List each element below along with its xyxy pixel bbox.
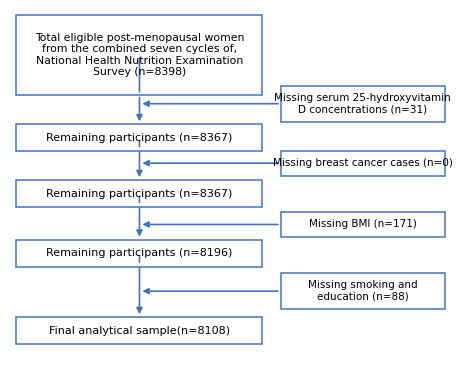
Text: Missing BMI (n=171): Missing BMI (n=171) xyxy=(309,220,417,229)
FancyBboxPatch shape xyxy=(281,273,445,309)
Text: Total eligible post-menopausal women
from the combined seven cycles of,
National: Total eligible post-menopausal women fro… xyxy=(35,33,244,78)
Text: Missing smoking and
education (n=88): Missing smoking and education (n=88) xyxy=(308,280,418,302)
FancyBboxPatch shape xyxy=(17,240,263,267)
FancyBboxPatch shape xyxy=(281,86,445,122)
Text: Missing breast cancer cases (n=0): Missing breast cancer cases (n=0) xyxy=(273,158,453,168)
FancyBboxPatch shape xyxy=(281,212,445,237)
FancyBboxPatch shape xyxy=(17,15,263,95)
Text: Remaining participants (n=8367): Remaining participants (n=8367) xyxy=(46,133,233,143)
Text: Final analytical sample(n=8108): Final analytical sample(n=8108) xyxy=(49,326,230,336)
Text: Remaining participants (n=8196): Remaining participants (n=8196) xyxy=(46,248,233,258)
FancyBboxPatch shape xyxy=(281,150,445,176)
Text: Remaining participants (n=8367): Remaining participants (n=8367) xyxy=(46,189,233,199)
FancyBboxPatch shape xyxy=(17,180,263,207)
FancyBboxPatch shape xyxy=(17,317,263,344)
Text: Missing serum 25-hydroxyvitamin
D concentrations (n=31): Missing serum 25-hydroxyvitamin D concen… xyxy=(274,93,451,115)
FancyBboxPatch shape xyxy=(17,124,263,152)
